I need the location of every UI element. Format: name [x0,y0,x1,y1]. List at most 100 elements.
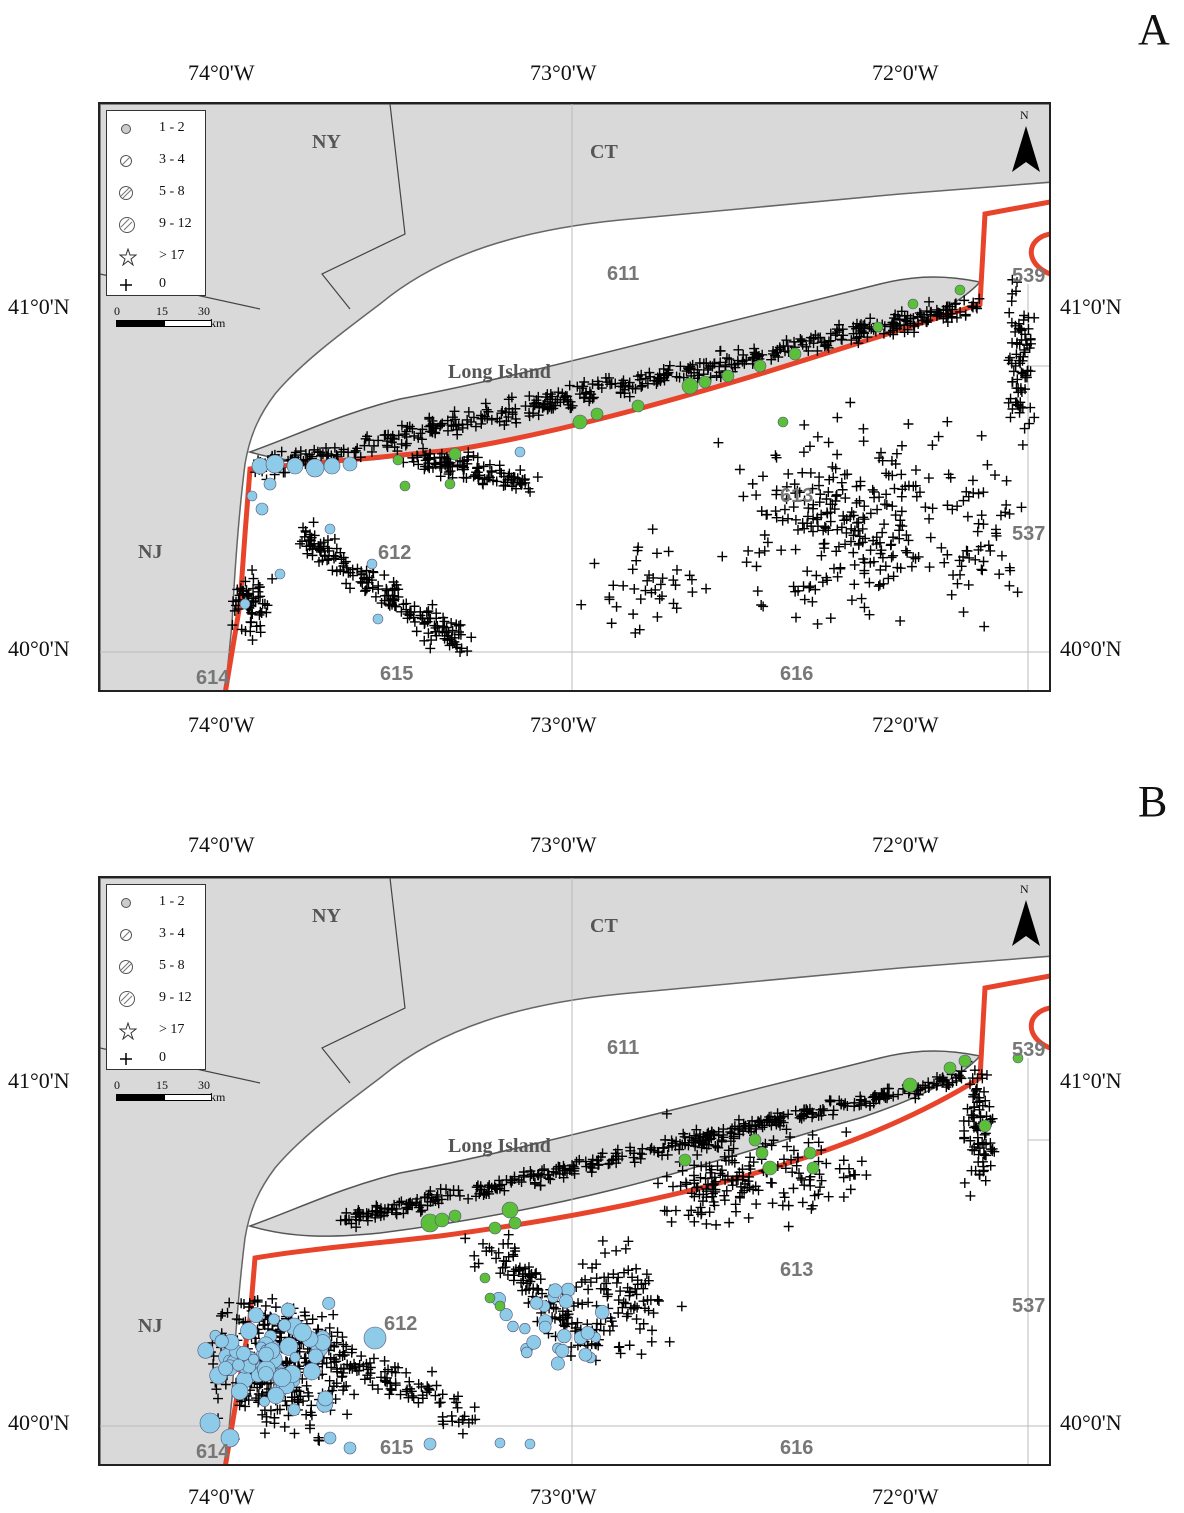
plus-marker [886,552,897,563]
plus-marker [812,431,823,442]
plus-marker [635,594,646,605]
plus-marker [1012,587,1023,598]
plus-marker [654,593,665,604]
plus-marker [425,1186,436,1197]
area-label-616: 616 [780,1437,813,1459]
plus-marker [422,1200,433,1211]
plus-marker [978,1161,989,1172]
catch-marker [721,369,735,383]
plus-marker [888,550,899,561]
plus-marker [631,1289,642,1300]
plus-marker [593,1160,604,1171]
legend-item: 1 - 2 [107,119,207,139]
plus-marker [808,333,819,344]
plus-marker [469,1250,480,1261]
plus-marker [676,1301,687,1312]
plus-marker [1010,360,1021,371]
plus-marker [338,1381,349,1392]
plus-marker [942,301,953,312]
plus-marker [599,1272,610,1283]
plus-marker [963,1116,974,1127]
plus-marker [853,517,864,528]
plus-marker [351,1214,362,1225]
catch-marker [524,1438,536,1450]
plus-marker [738,491,749,502]
plus-marker [914,487,925,498]
plus-marker [278,467,289,478]
plus-marker [384,600,395,611]
plus-marker [579,376,590,387]
plus-marker [983,540,994,551]
lon-label-top: 73°0'W [530,60,597,85]
plus-marker [452,1402,463,1413]
plus-marker [486,1245,497,1256]
plus-marker [761,509,772,520]
plus-marker [542,1169,553,1180]
plus-marker [845,536,856,547]
plus-marker [457,422,468,433]
plus-marker [859,501,870,512]
plus-marker [328,1381,339,1392]
plus-marker [893,1089,904,1100]
plus-marker [825,507,836,518]
plus-marker [586,389,597,400]
plus-marker [969,1065,980,1076]
plus-marker [956,561,967,572]
plus-marker [404,421,415,432]
plus-marker [663,367,674,378]
plus-marker [418,443,429,454]
plus-marker [644,367,655,378]
plus-marker [815,332,826,343]
plus-marker [642,575,653,586]
plus-marker [336,446,347,457]
plus-marker [857,523,868,534]
plus-marker [970,1165,981,1176]
plus-marker [853,338,864,349]
plus-marker [360,433,371,444]
plus-marker [812,512,823,523]
catch-marker [251,457,269,475]
plus-marker [855,476,866,487]
plus-marker [610,378,621,389]
plus-marker [426,426,437,437]
state-label-ny: NY [312,131,341,153]
plus-marker [553,387,564,398]
plus-marker [680,1137,691,1148]
plus-marker [710,1140,721,1151]
survey-points-green [420,1052,1024,1312]
plus-marker [813,1189,824,1200]
plus-marker [419,1192,430,1203]
plus-marker [1001,499,1012,510]
plus-marker [500,477,511,488]
plus-marker [436,1194,447,1205]
plus-marker [1019,310,1030,321]
plus-marker [1023,323,1034,334]
north-arrow-icon [1012,900,1040,946]
plus-marker [446,617,457,628]
plus-marker [478,461,489,472]
area-label-614: 614 [196,1441,230,1463]
plus-marker [766,1140,777,1151]
plus-marker [895,520,906,531]
plus-marker [811,570,822,581]
plus-marker [359,1374,370,1385]
plus-marker [441,1184,452,1195]
plus-marker [896,440,907,451]
plus-marker [622,1282,633,1293]
plus-marker [402,1204,413,1215]
plus-marker [718,1124,729,1135]
plus-marker [965,1135,976,1146]
plus-marker [832,412,843,423]
plus-marker [437,1389,448,1400]
plus-marker [222,1307,233,1318]
plus-marker [289,1428,300,1439]
plus-marker [631,1314,642,1325]
plus-marker [427,1366,438,1377]
plus-marker [627,564,638,575]
catch-marker [448,1209,462,1223]
plus-marker [787,1167,798,1178]
catch-marker [303,1362,321,1381]
plus-marker [760,1138,771,1149]
plus-marker [618,580,629,591]
plus-marker [479,1188,490,1199]
